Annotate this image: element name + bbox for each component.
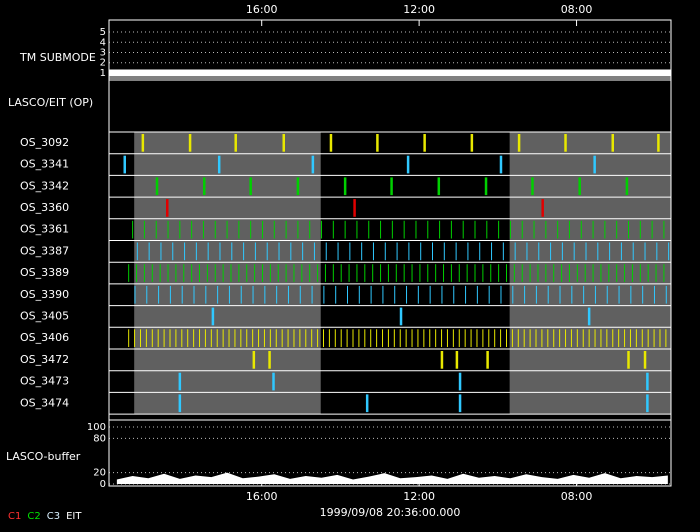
y-tick-label: 4 <box>100 37 106 48</box>
y-tick-label: 2 <box>100 58 106 69</box>
row-label: OS_3389 <box>20 266 69 279</box>
y-tick-label: 5 <box>100 27 106 38</box>
row-label: OS_3474 <box>20 396 69 409</box>
y-tick-label: 1 <box>100 68 106 79</box>
row-label: OS_3405 <box>20 309 69 322</box>
shade <box>134 132 321 415</box>
legend-entry: C3 <box>47 511 60 522</box>
group-label: LASCO/EIT (OP) <box>8 96 93 109</box>
row-label: OS_3406 <box>20 331 69 344</box>
x-tick-label: 08:00 <box>561 490 593 503</box>
x-tick-label: 12:00 <box>403 3 435 16</box>
legend-entry: C2 <box>27 511 40 522</box>
y-tick-label: 20 <box>93 468 106 479</box>
frame <box>108 79 672 133</box>
row-label: OS_3390 <box>20 288 69 301</box>
footer: 1999/09/08 20:36:00.000 <box>320 506 461 519</box>
buffer-area <box>116 472 668 484</box>
x-tick-label: 12:00 <box>403 490 435 503</box>
row-label: OS_3360 <box>20 201 69 214</box>
row-label: OS_3361 <box>20 223 69 236</box>
legend-entry: C1 <box>8 511 21 522</box>
row-label: OS_3473 <box>20 375 69 388</box>
row-label: OS_3341 <box>20 158 69 171</box>
row-label: OS_3472 <box>20 353 69 366</box>
frame <box>108 19 672 487</box>
legend-entry: EIT <box>66 511 82 522</box>
x-tick-label: 16:00 <box>246 490 278 503</box>
row-label: OS_3092 <box>20 136 69 149</box>
y-tick-label: 80 <box>93 433 106 444</box>
buffer-label: LASCO-buffer <box>6 450 81 463</box>
y-tick-label: 3 <box>100 48 106 59</box>
x-tick-label: 16:00 <box>246 3 278 16</box>
y-tick-label: 100 <box>87 422 106 433</box>
y-tick-label: 0 <box>100 479 106 490</box>
x-tick-label: 08:00 <box>561 3 593 16</box>
submode-label: TM SUBMODE <box>19 51 96 64</box>
row-label: OS_3342 <box>20 179 69 192</box>
row-label: OS_3387 <box>20 244 69 257</box>
shade <box>509 132 671 415</box>
